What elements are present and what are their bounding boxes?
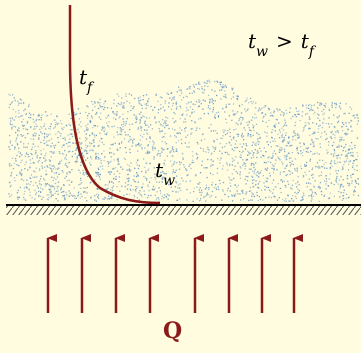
temperature-profile-curve [68,5,161,205]
heat-flux-arrows [46,234,303,313]
tf-label: tf [79,65,95,96]
fluid-region [8,79,360,202]
heat-label: Q [163,318,182,344]
condition-label: tw > tf [248,29,317,60]
tw-label: tw [155,158,175,189]
wall-hatching [6,206,361,215]
